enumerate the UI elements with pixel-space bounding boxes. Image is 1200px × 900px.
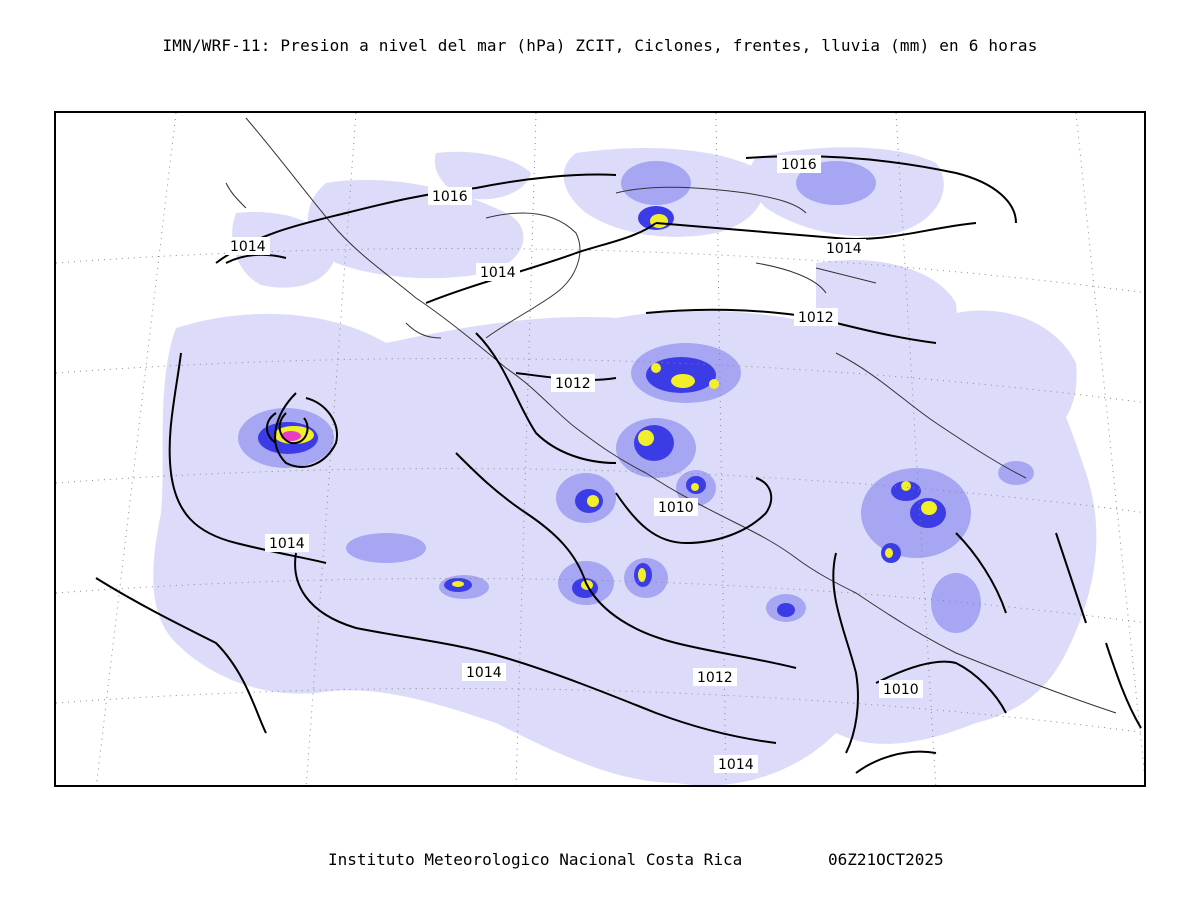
- isobar-label: 1014: [480, 265, 516, 281]
- isobar-label: 1010: [883, 682, 919, 698]
- timestamp-label: 06Z21OCT2025: [828, 850, 944, 869]
- isobar-label: 1014: [269, 536, 305, 552]
- isobar-label: 1014: [718, 757, 754, 773]
- isobar-label: 1014: [466, 665, 502, 681]
- isobar-label: 1012: [555, 376, 591, 392]
- isobar-label: 1014: [230, 239, 266, 255]
- isobar-labels: 1016 1016 1014 1014 1014 1012 1012 1010 …: [226, 155, 923, 773]
- isobar-label: 1010: [658, 500, 694, 516]
- map-panel: 1016 1016 1014 1014 1014 1012 1012 1010 …: [54, 111, 1146, 787]
- isobar-label: 1016: [432, 189, 468, 205]
- coastlines: [225, 117, 1117, 714]
- isobar-label: 1014: [826, 241, 862, 257]
- isobars: [95, 155, 1142, 774]
- map-title: IMN/WRF-11: Presion a nivel del mar (hPa…: [162, 36, 1038, 55]
- institution-label: Instituto Meteorologico Nacional Costa R…: [328, 850, 743, 869]
- weather-map: 1016 1016 1014 1014 1014 1012 1012 1010 …: [56, 113, 1144, 785]
- graticule: [56, 113, 1144, 785]
- isobar-label: 1016: [781, 157, 817, 173]
- isobar-label: 1012: [697, 670, 733, 686]
- isobar-label: 1012: [798, 310, 834, 326]
- rain-field-extreme: [281, 431, 301, 441]
